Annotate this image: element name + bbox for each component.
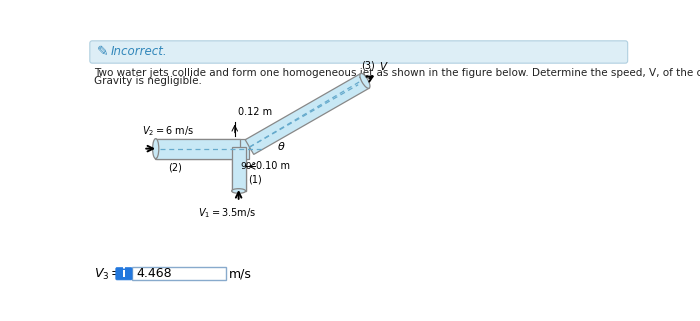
Text: ✎: ✎ — [97, 45, 108, 59]
Polygon shape — [155, 139, 240, 159]
Ellipse shape — [153, 139, 159, 159]
FancyBboxPatch shape — [116, 268, 132, 280]
Polygon shape — [155, 139, 248, 191]
Text: θ: θ — [277, 142, 284, 152]
Polygon shape — [232, 147, 246, 191]
Text: 0.10 m: 0.10 m — [256, 161, 290, 171]
Polygon shape — [245, 74, 369, 154]
Text: (3): (3) — [361, 60, 374, 70]
Text: Two water jets collide and form one homogeneous jet as shown in the figure below: Two water jets collide and form one homo… — [94, 68, 700, 78]
Text: 90°: 90° — [240, 162, 256, 171]
Text: i: i — [122, 267, 126, 280]
FancyBboxPatch shape — [132, 267, 226, 280]
Text: Incorrect.: Incorrect. — [111, 46, 167, 58]
Text: Gravity is negligible.: Gravity is negligible. — [94, 76, 202, 86]
Text: V: V — [379, 62, 386, 73]
Text: 4.468: 4.468 — [136, 267, 172, 280]
Ellipse shape — [232, 189, 246, 193]
FancyBboxPatch shape — [90, 41, 628, 63]
Text: (2): (2) — [168, 162, 182, 172]
Text: $V_1 = 3.5\mathrm{m/s}$: $V_1 = 3.5\mathrm{m/s}$ — [198, 206, 257, 220]
Text: $V_3 =$: $V_3 =$ — [94, 266, 122, 282]
Text: m/s: m/s — [230, 267, 252, 280]
Ellipse shape — [360, 74, 370, 88]
Text: 0.12 m: 0.12 m — [238, 107, 272, 117]
Text: $V_2 = 6\ \mathrm{m/s}$: $V_2 = 6\ \mathrm{m/s}$ — [141, 124, 194, 138]
Text: (1): (1) — [248, 174, 262, 184]
